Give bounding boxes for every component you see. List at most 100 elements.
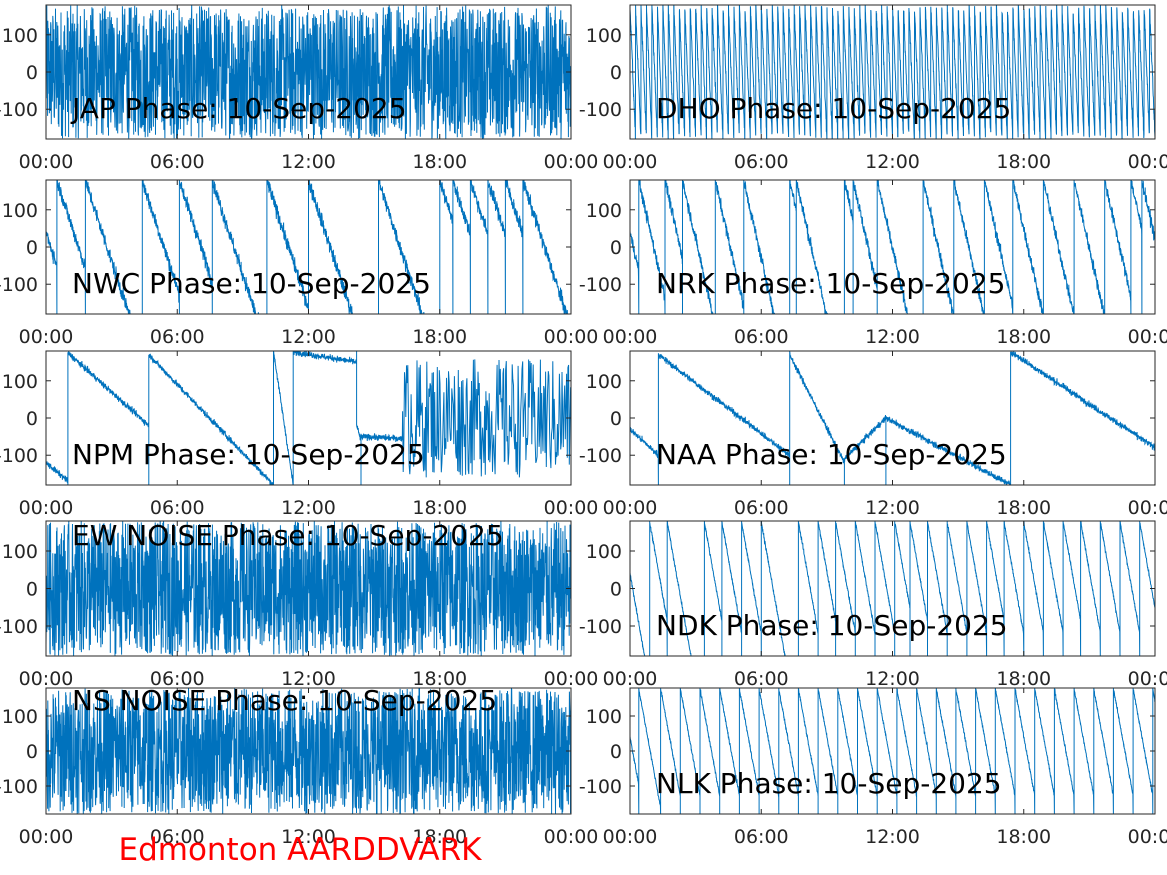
- x-tick-label: 00:00: [603, 151, 658, 173]
- y-tick-label: 100: [2, 25, 38, 47]
- x-tick-label: 06:00: [734, 326, 789, 348]
- y-tick-label: 100: [586, 25, 622, 47]
- x-tick-label: 18:00: [412, 668, 467, 690]
- phase-panel: 100 0 -100 00:00 06:00 12:00 18:00 00:00 NWC Pha…: [0, 179, 599, 348]
- panel-title: NLK Phase: 10-Sep-2025: [656, 767, 1002, 800]
- y-tick-label: 0: [26, 62, 38, 84]
- phase-panel: 100 0 -100 00:00 06:00 12:00 18:00 00:00 NPM Pha…: [0, 350, 599, 519]
- phase-panel: 100 0 -100 00:00 06:00 12:00 18:00 00:00 DHO Pha…: [579, 4, 1167, 173]
- y-tick-label: 0: [26, 741, 38, 763]
- x-tick-label: 12:00: [281, 497, 336, 519]
- y-tick-label: -100: [0, 274, 38, 296]
- x-tick-label: 18:00: [412, 497, 467, 519]
- x-tick-label: 00:00: [19, 151, 74, 173]
- x-tick-label: 18:00: [996, 326, 1051, 348]
- phase-panel: 100 0 -100 00:00 06:00 12:00 18:00 00:00 NDK Pha…: [579, 520, 1167, 690]
- phase-series: [630, 521, 1155, 656]
- x-tick-label: 00:00: [544, 826, 599, 848]
- x-tick-label: 00:00: [603, 668, 658, 690]
- y-tick-label: 0: [610, 62, 622, 84]
- panel-title: NS NOISE Phase: 10-Sep-2025: [72, 684, 497, 717]
- x-tick-label: 12:00: [281, 326, 336, 348]
- x-tick-label: 18:00: [996, 497, 1051, 519]
- x-tick-label: 12:00: [865, 826, 920, 848]
- x-tick-label: 00:00: [603, 497, 658, 519]
- x-tick-label: 12:00: [865, 151, 920, 173]
- phase-panel: 100 0 -100 00:00 06:00 12:00 18:00 00:00 NRK Pha…: [579, 179, 1167, 348]
- y-tick-label: 0: [610, 579, 622, 601]
- y-tick-label: 0: [26, 237, 38, 259]
- x-tick-label: 00:00: [19, 826, 74, 848]
- x-tick-label: 00:00: [544, 151, 599, 173]
- y-tick-label: 100: [2, 706, 38, 728]
- y-tick-label: 100: [2, 371, 38, 393]
- x-tick-label: 12:00: [281, 151, 336, 173]
- x-tick-label: 18:00: [996, 151, 1051, 173]
- x-tick-label: 00:00: [1128, 668, 1167, 690]
- phase-series: [630, 351, 1155, 485]
- phase-panel: 100 0 -100 00:00 06:00 12:00 18:00 00:00 JAP Pha…: [0, 4, 599, 173]
- y-tick-label: -100: [579, 274, 622, 296]
- y-tick-label: 100: [586, 541, 622, 563]
- phase-series: [46, 521, 571, 656]
- phase-series: [46, 688, 571, 814]
- x-tick-label: 00:00: [544, 326, 599, 348]
- x-tick-label: 18:00: [412, 326, 467, 348]
- y-tick-label: -100: [579, 776, 622, 798]
- y-tick-label: 100: [586, 706, 622, 728]
- y-tick-label: 100: [586, 371, 622, 393]
- x-tick-label: 00:00: [603, 326, 658, 348]
- y-tick-label: 0: [610, 741, 622, 763]
- y-tick-label: -100: [0, 445, 38, 467]
- y-tick-label: 0: [26, 579, 38, 601]
- panel-title: NWC Phase: 10-Sep-2025: [72, 267, 431, 300]
- x-tick-label: 00:00: [1128, 826, 1167, 848]
- x-tick-label: 00:00: [19, 668, 74, 690]
- x-tick-label: 12:00: [865, 326, 920, 348]
- x-tick-label: 12:00: [281, 826, 336, 848]
- x-tick-label: 00:00: [1128, 497, 1167, 519]
- x-tick-label: 06:00: [150, 326, 205, 348]
- x-tick-label: 12:00: [865, 668, 920, 690]
- panel-title: JAP Phase: 10-Sep-2025: [70, 92, 407, 125]
- x-tick-label: 00:00: [19, 326, 74, 348]
- y-tick-label: 100: [2, 200, 38, 222]
- y-tick-label: 0: [26, 408, 38, 430]
- y-tick-label: 100: [2, 541, 38, 563]
- phase-series: [46, 5, 571, 139]
- y-tick-label: -100: [579, 616, 622, 638]
- x-tick-label: 06:00: [734, 151, 789, 173]
- x-tick-label: 00:00: [544, 668, 599, 690]
- x-tick-label: 18:00: [412, 826, 467, 848]
- phase-panel: 100 0 -100 00:00 06:00 12:00 18:00 00:00 NAA Pha…: [579, 350, 1167, 519]
- y-tick-label: 0: [610, 237, 622, 259]
- x-tick-label: 06:00: [734, 497, 789, 519]
- y-tick-label: -100: [0, 99, 38, 121]
- y-tick-label: -100: [579, 99, 622, 121]
- x-tick-label: 00:00: [1128, 151, 1167, 173]
- x-tick-label: 00:00: [1128, 326, 1167, 348]
- x-tick-label: 18:00: [996, 668, 1051, 690]
- phase-series: [630, 688, 1155, 814]
- panel-title: NPM Phase: 10-Sep-2025: [72, 438, 425, 471]
- phase-panel: 100 0 -100 00:00 06:00 12:00 18:00 00:00 NLK Pha…: [579, 687, 1167, 848]
- y-tick-label: 100: [586, 200, 622, 222]
- x-tick-label: 12:00: [281, 668, 336, 690]
- x-tick-label: 00:00: [544, 497, 599, 519]
- x-tick-label: 00:00: [19, 497, 74, 519]
- x-tick-label: 06:00: [734, 668, 789, 690]
- x-tick-label: 06:00: [150, 826, 205, 848]
- phase-series: [46, 351, 571, 485]
- y-tick-label: -100: [579, 445, 622, 467]
- x-tick-label: 18:00: [996, 826, 1051, 848]
- x-tick-label: 06:00: [734, 826, 789, 848]
- panel-title: NAA Phase: 10-Sep-2025: [656, 438, 1007, 471]
- panel-title: NRK Phase: 10-Sep-2025: [656, 267, 1005, 300]
- station-footer: Edmonton AARDDVARK: [118, 832, 482, 868]
- y-tick-label: -100: [0, 616, 38, 638]
- x-tick-label: 18:00: [412, 151, 467, 173]
- panel-title: NDK Phase: 10-Sep-2025: [656, 609, 1008, 642]
- x-tick-label: 06:00: [150, 151, 205, 173]
- phase-panel: 100 0 -100 00:00 06:00 12:00 18:00 00:00 NS NOIS…: [0, 684, 598, 848]
